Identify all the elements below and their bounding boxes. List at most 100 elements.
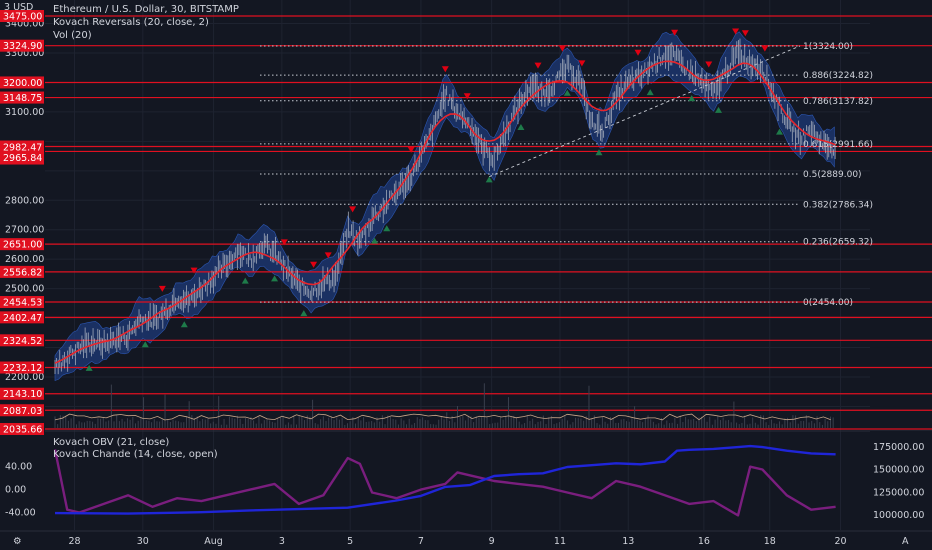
reversal-up-arrow [688, 95, 696, 102]
time-tick-label: 5 [347, 536, 353, 547]
level-tag-text: 2965.84 [3, 153, 42, 164]
chande-tick-label: 0.00 [5, 485, 26, 496]
level-tag: 2232.12 [0, 361, 44, 374]
price-tick-label: 2700.00 [5, 225, 44, 236]
reversal-up-arrow [85, 364, 93, 371]
reversal-down-arrow [158, 285, 166, 292]
level-tag-bg [0, 404, 44, 417]
level-tag: 2454.53 [0, 296, 44, 309]
price-tick-label: 3400.00 [5, 19, 44, 30]
level-tag: 3200.00 [0, 76, 44, 89]
level-tag: 3324.90 [0, 39, 44, 52]
level-tag: 3475.00 [0, 10, 44, 23]
chande-tick-label: 40.00 [5, 462, 32, 473]
level-tag-bg [0, 296, 44, 309]
reversal-up-arrow [180, 321, 188, 328]
level-tag-text: 3475.00 [3, 12, 42, 23]
level-tag-bg [0, 39, 44, 52]
level-tag: 2143.10 [0, 387, 44, 400]
currency-label: 3 USD [4, 2, 33, 13]
legend-volume[interactable]: Vol (20) [53, 30, 92, 41]
time-tick-label: 28 [68, 536, 80, 547]
price-tick-label: 2500.00 [5, 284, 44, 295]
level-tag-text: 2651.00 [3, 240, 42, 251]
reversal-down-arrow [310, 261, 318, 268]
obv-tick-label: 175000.00 [873, 442, 924, 453]
reversal-up-arrow [715, 106, 723, 113]
reversal-arrows [85, 28, 783, 371]
fib-label: 0.618(2991.66) [803, 140, 873, 150]
time-tick-label: 30 [137, 536, 149, 547]
reversal-down-arrow [741, 30, 749, 37]
fib-label: 0.382(2786.34) [803, 200, 873, 210]
obv-tick-label: 125000.00 [873, 487, 924, 498]
level-tag-text: 2087.03 [3, 406, 42, 417]
reversal-down-arrow [407, 146, 415, 153]
time-tick-label: 20 [834, 536, 846, 547]
legend-reversals-text: Kovach Reversals (20, close, 2) [53, 17, 209, 28]
level-tag-text: 2324.52 [3, 336, 42, 347]
volume-bars [54, 383, 834, 428]
fib-label: 0.236(2659.32) [803, 238, 873, 248]
level-tag: 2035.66 [0, 423, 44, 436]
level-tag: 2087.03 [0, 404, 44, 417]
reversal-up-arrow [776, 128, 783, 135]
level-tag-bg [0, 423, 44, 435]
reversal-down-arrow [324, 252, 332, 259]
obv-line [54, 444, 836, 515]
price-tick-label: 2200.00 [5, 372, 44, 383]
reversal-up-arrow [241, 277, 249, 284]
auto-scale-button: A [902, 536, 909, 547]
reversal-down-arrow [190, 267, 198, 274]
reversal-up-arrow [371, 237, 379, 244]
level-tag-text: 3324.90 [3, 41, 42, 52]
candles [54, 38, 836, 375]
level-tag-text: 2402.47 [3, 313, 42, 324]
trendline [489, 45, 801, 178]
fib-label: 0.786(3137.82) [803, 97, 873, 107]
price-tick-label: 2800.00 [5, 195, 44, 206]
obv-tick-label: 150000.00 [873, 465, 924, 476]
level-tag: 2556.82 [0, 265, 44, 278]
reversal-up-arrow [646, 89, 654, 96]
reversal-up-arrow [517, 123, 525, 130]
level-tag-text: 3148.75 [3, 93, 42, 104]
reversal-down-arrow [634, 49, 642, 56]
level-tag-text: 2556.82 [3, 267, 42, 278]
reversal-up-arrow [563, 89, 571, 96]
level-tag-bg [0, 387, 44, 400]
right-axis-bg [870, 431, 932, 550]
level-tag: 2324.52 [0, 334, 44, 347]
level-tag-bg [0, 311, 44, 324]
chande-line [53, 449, 836, 517]
level-tag-text: 2232.12 [3, 363, 42, 374]
time-tick-label: 11 [554, 536, 566, 547]
reversal-up-arrow [141, 341, 149, 348]
fib-label: 0.886(3224.82) [803, 71, 873, 81]
legend-reversals[interactable]: Kovach Reversals (20, close, 2) [53, 17, 209, 28]
reversal-down-arrow [534, 62, 542, 69]
reversal-up-arrow [300, 310, 308, 317]
level-tag-bg [0, 91, 44, 104]
level-tag: 2402.47 [0, 311, 44, 324]
reversal-down-arrow [463, 93, 471, 100]
time-axis-bg [0, 531, 932, 550]
reversal-down-arrow [761, 45, 769, 52]
reversal-down-arrow [578, 60, 586, 67]
indicator-legend[interactable]: Kovach OBV (21, close) Kovach Chande (14… [53, 437, 218, 461]
legend-symbol[interactable]: Ethereum / U.S. Dollar, 30, BITSTAMP [53, 4, 239, 15]
legend-volume-text: Vol (20) [53, 30, 92, 41]
price-tick-label: 2600.00 [5, 254, 44, 265]
level-tag-bg [0, 151, 44, 164]
reversal-down-arrow [280, 239, 288, 246]
time-tick-label: 18 [764, 536, 776, 547]
chande-tick-label: -40.00 [5, 508, 36, 519]
level-tag-text: 2035.66 [3, 425, 42, 436]
time-tick-label: 9 [489, 536, 495, 547]
moving-average [54, 60, 836, 364]
reversal-down-arrow [705, 61, 713, 68]
price-level-tags: 3475.003324.903200.003148.752982.4709:31… [0, 10, 44, 436]
legend-obv: Kovach OBV (21, close) [53, 437, 170, 448]
